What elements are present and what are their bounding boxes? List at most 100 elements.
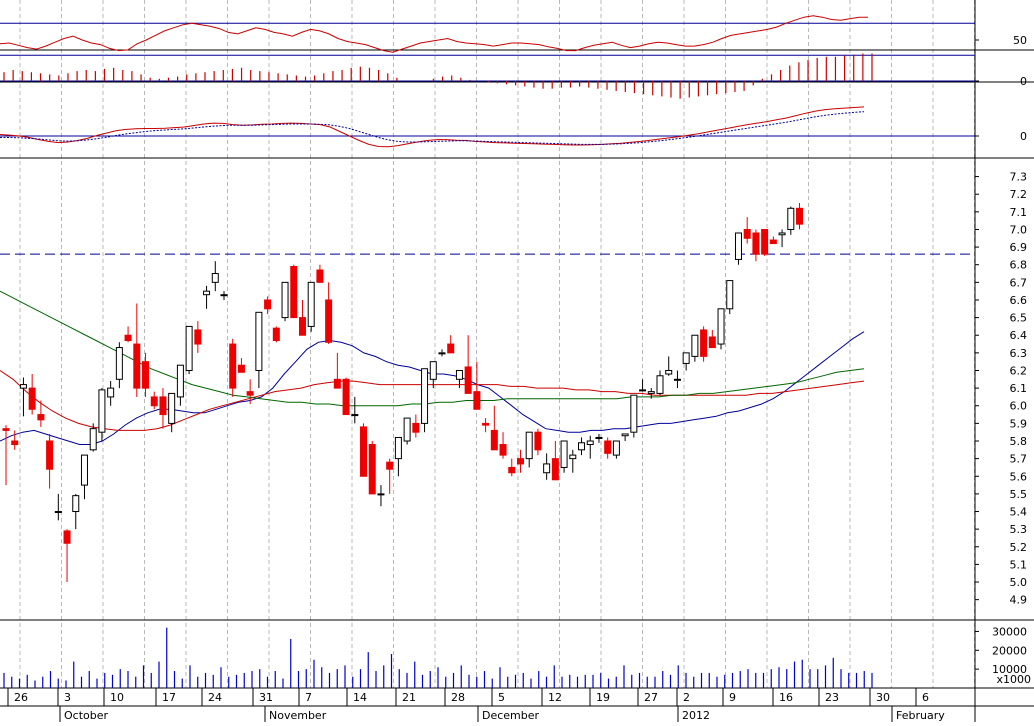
- candle-up: [281, 281, 289, 319]
- candle-down: [28, 387, 36, 410]
- day-label: 19: [596, 691, 610, 704]
- price-tick-label: 6.0: [1010, 400, 1028, 413]
- price-tick-label: 6.9: [1010, 241, 1028, 254]
- candle-down: [46, 440, 54, 470]
- candle-up: [778, 232, 786, 236]
- price-tick-label: 5.8: [1010, 435, 1028, 448]
- candle-up: [691, 334, 699, 357]
- candle-up: [80, 454, 88, 486]
- day-label: 23: [825, 691, 839, 704]
- candle-down: [412, 422, 420, 433]
- price-tick-label: 7.2: [1010, 188, 1028, 201]
- candle-up: [115, 347, 123, 380]
- candle-down: [551, 458, 559, 481]
- candle-down: [752, 232, 760, 255]
- y-axes: 50 0 0 4.9 5.0 5.1 5.2 5.3 5.4 5.5 5.6 5.7 5.8 5.9 6.0…: [975, 34, 1031, 686]
- month-label: November: [269, 709, 327, 722]
- candle-down: [761, 228, 769, 255]
- day-label: 14: [353, 691, 367, 704]
- candle-down: [11, 440, 19, 446]
- price-tick-label: 6.4: [1010, 329, 1028, 342]
- day-label: 27: [644, 691, 658, 704]
- candle-up: [429, 361, 437, 380]
- price-tick-label: 5.9: [1010, 417, 1028, 430]
- price-tick-label: 7.1: [1010, 206, 1028, 219]
- candle-down: [229, 343, 237, 389]
- candle-down: [360, 426, 368, 477]
- candle-down: [342, 378, 350, 416]
- candle-down: [534, 431, 542, 451]
- macd-line: [0, 106, 865, 148]
- price-tick-label: 5.5: [1010, 488, 1028, 501]
- candle-up: [726, 280, 734, 310]
- candle-up: [421, 368, 429, 424]
- candle-down: [124, 334, 132, 342]
- volume-tick-label: 10000: [992, 663, 1027, 676]
- price-tick-label: 5.0: [1010, 576, 1028, 589]
- candle-up: [656, 375, 664, 394]
- day-label: 24: [208, 691, 222, 704]
- candle-down: [63, 530, 71, 544]
- volume-tick-label: 20000: [992, 644, 1027, 657]
- price-tick-label: 5.4: [1010, 506, 1028, 519]
- day-label: 6: [922, 691, 929, 704]
- candle-up: [394, 436, 402, 460]
- candle-down: [272, 327, 280, 342]
- month-label: February: [896, 709, 945, 722]
- day-label: 5: [498, 691, 505, 704]
- candle-up: [612, 440, 620, 456]
- candle-up: [203, 290, 211, 296]
- price-tick-label: 5.2: [1010, 541, 1028, 554]
- candle-up: [665, 369, 673, 375]
- x-axis: 26 3 10 17 24 31 7 14 21 28 5 12 19 27 2 9 16 23 30 6 Octobe…: [7, 688, 945, 722]
- candle-up: [438, 352, 446, 355]
- candle-up: [647, 391, 655, 394]
- macd-signal-line: [0, 111, 865, 145]
- candle-up: [351, 414, 359, 417]
- price-tick-label: 6.7: [1010, 276, 1028, 289]
- candle-down: [769, 239, 777, 245]
- candle-up: [54, 511, 62, 514]
- candle-down: [264, 299, 272, 310]
- day-label: 12: [548, 691, 562, 704]
- candle-up: [578, 442, 586, 451]
- price-tick-label: 6.3: [1010, 347, 1028, 360]
- candle-down: [482, 422, 490, 426]
- moving-average-mid: [0, 370, 865, 431]
- candle-up: [72, 495, 80, 513]
- day-label: 26: [14, 691, 28, 704]
- candle-down: [37, 414, 45, 421]
- day-label: 21: [402, 691, 416, 704]
- macd-tick-label: 0: [1020, 130, 1027, 143]
- candle-down: [246, 391, 254, 396]
- day-label: 17: [162, 691, 176, 704]
- candle-up: [717, 308, 725, 345]
- day-label: 10: [110, 691, 124, 704]
- candle-up: [89, 428, 97, 451]
- price-tick-label: 5.3: [1010, 523, 1028, 536]
- candle-up: [595, 436, 603, 439]
- candle-up: [455, 369, 463, 380]
- price-tick-label: 6.2: [1010, 364, 1028, 377]
- candle-up: [307, 281, 315, 327]
- price-tick-label: 6.5: [1010, 312, 1028, 325]
- month-label: December: [482, 709, 540, 722]
- candle-up: [621, 433, 629, 437]
- candle-up: [682, 352, 690, 364]
- candle-down: [194, 329, 202, 345]
- candle-down: [2, 428, 10, 431]
- day-label: 2: [683, 691, 690, 704]
- month-label: 2012: [682, 709, 710, 722]
- candle-up: [168, 392, 176, 424]
- candle-up: [569, 454, 577, 460]
- candle-up: [787, 207, 795, 230]
- candle-down: [133, 343, 141, 389]
- candle-up: [98, 389, 106, 433]
- candle-down: [333, 378, 341, 389]
- candle-up: [176, 364, 184, 398]
- candle-up: [543, 463, 551, 474]
- candle-up: [639, 389, 647, 392]
